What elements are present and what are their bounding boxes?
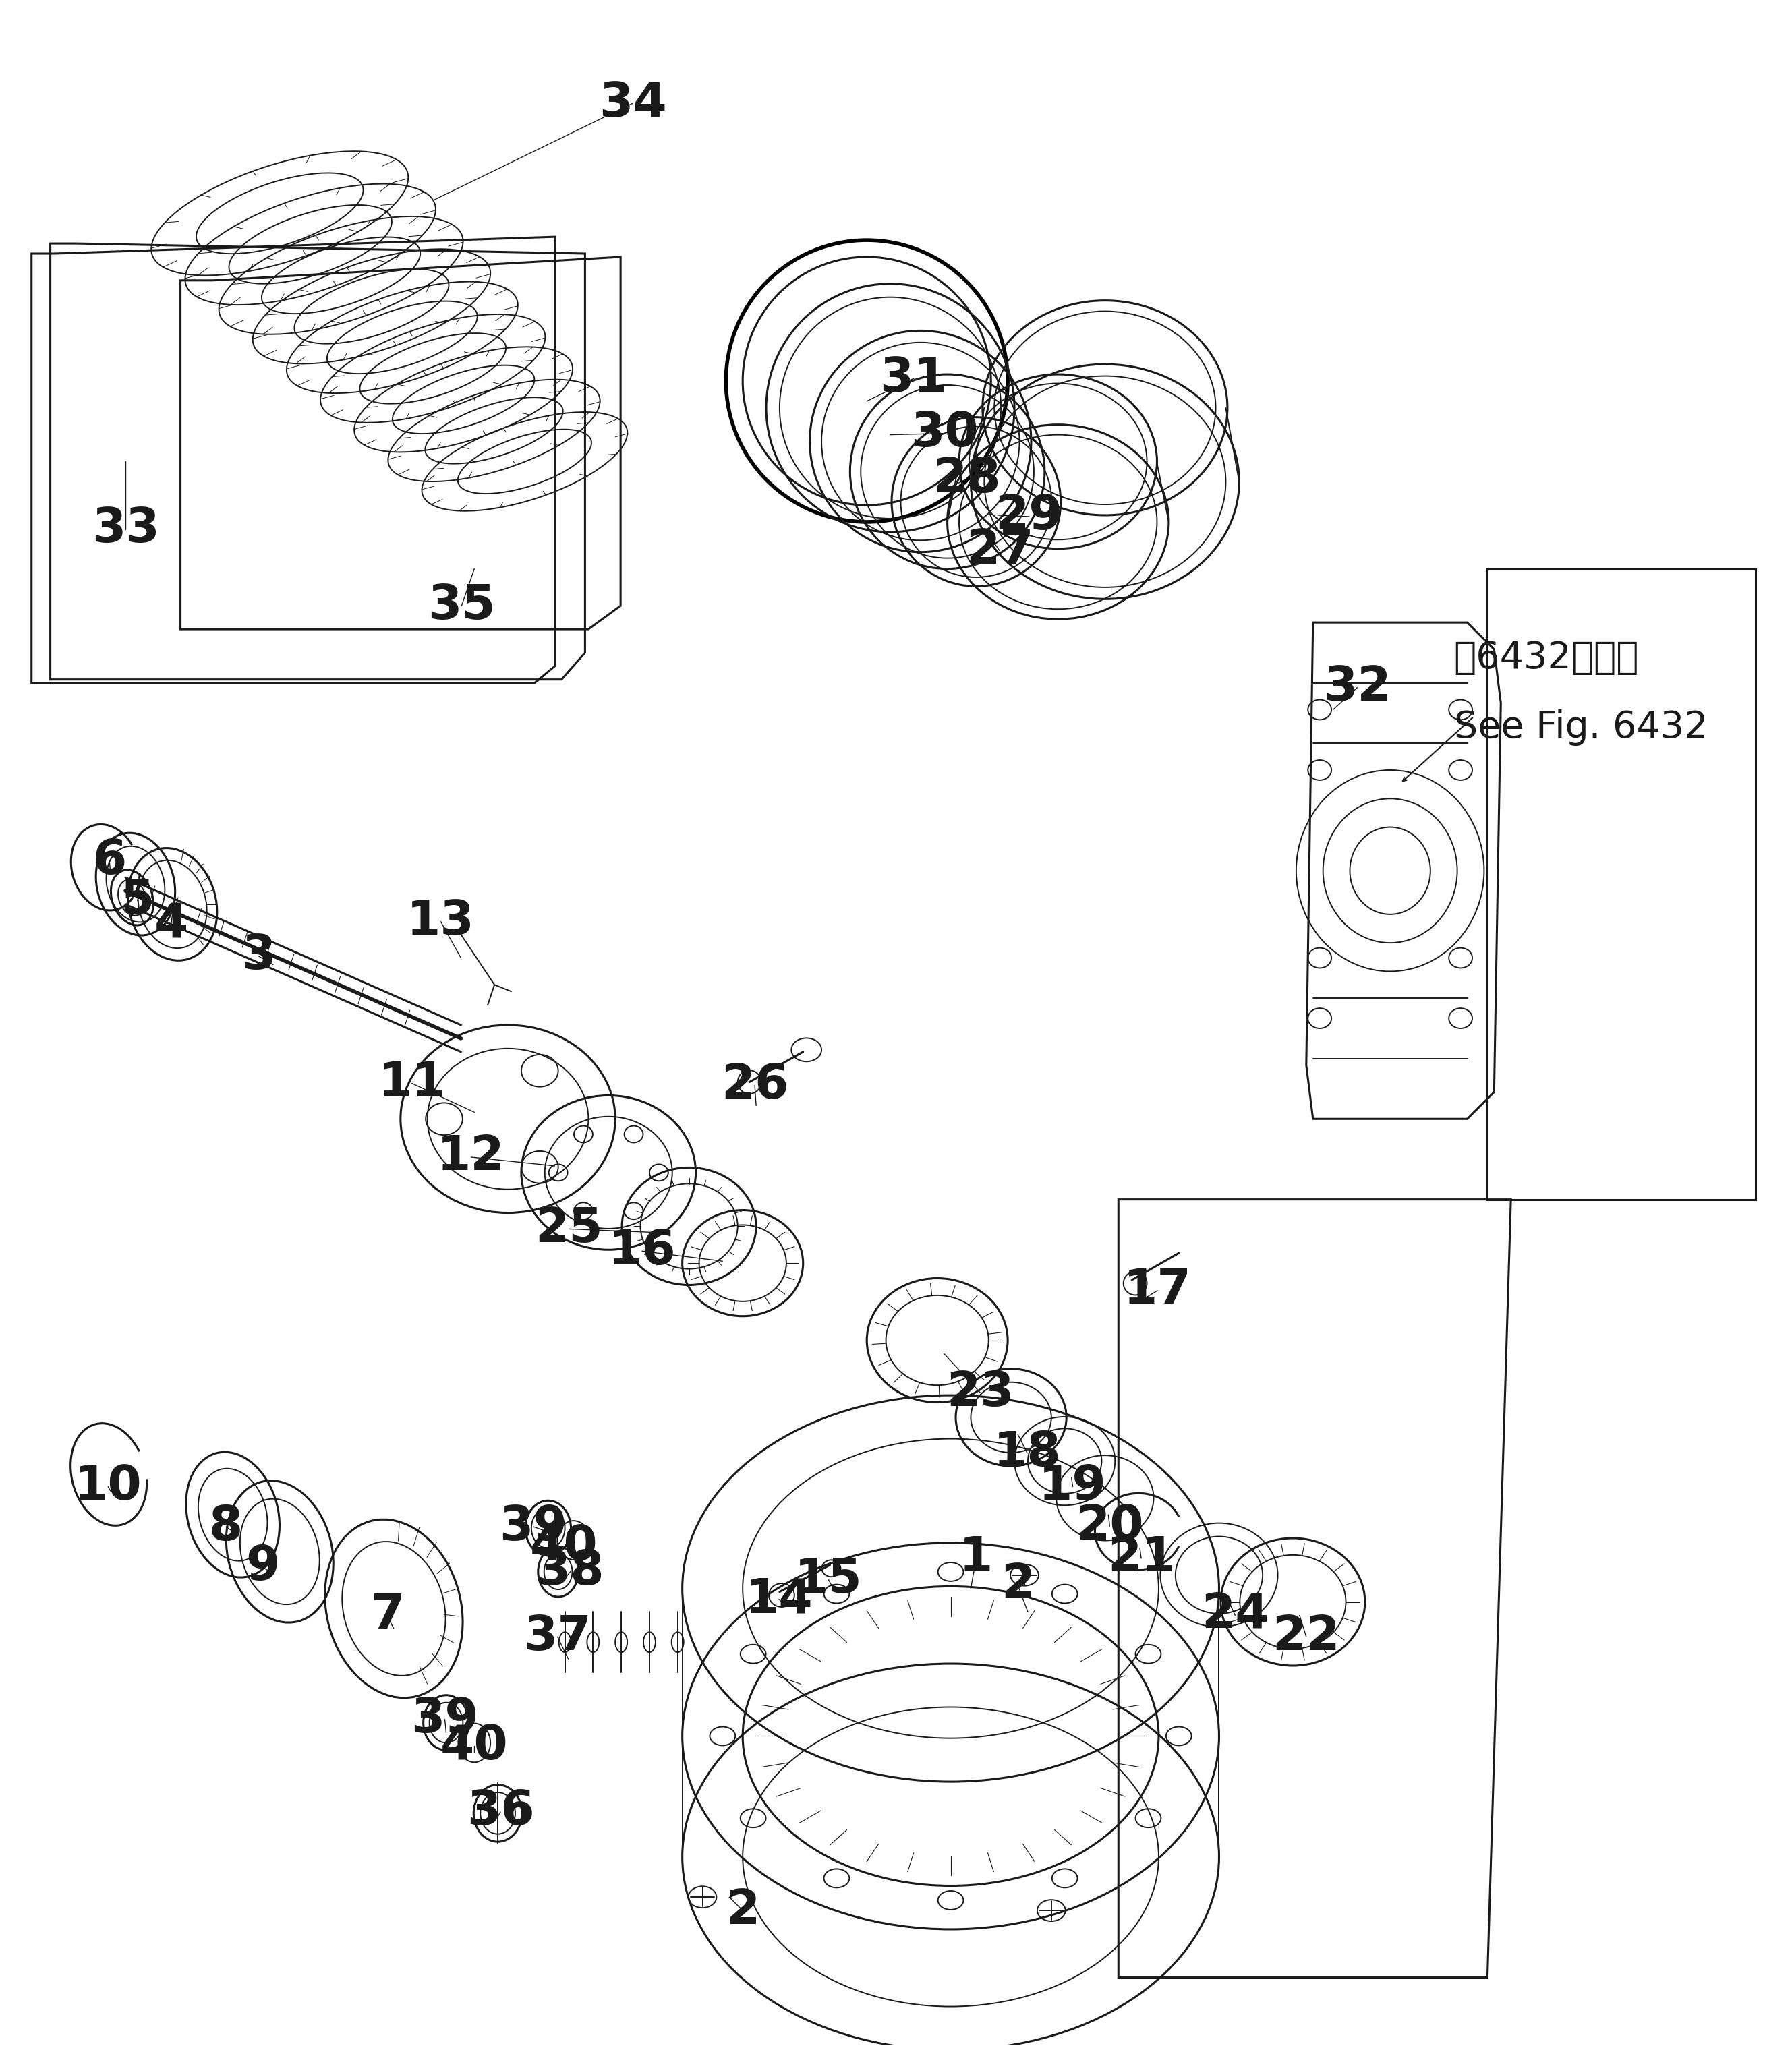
Text: 27: 27 — [966, 527, 1034, 574]
Text: 16: 16 — [607, 1228, 676, 1275]
Text: 22: 22 — [1272, 1613, 1340, 1660]
Text: 18: 18 — [993, 1429, 1061, 1476]
Text: See Fig. 6432: See Fig. 6432 — [1453, 709, 1708, 746]
Text: 39: 39 — [500, 1503, 568, 1550]
Text: 9: 9 — [246, 1544, 280, 1591]
Text: 19: 19 — [1039, 1464, 1107, 1509]
Text: 35: 35 — [428, 582, 496, 629]
Text: 37: 37 — [523, 1613, 591, 1660]
Text: 15: 15 — [794, 1556, 862, 1603]
Text: 40: 40 — [441, 1722, 509, 1769]
Text: 34: 34 — [599, 80, 667, 127]
Text: 23: 23 — [946, 1369, 1014, 1417]
Text: 21: 21 — [1107, 1535, 1176, 1581]
Text: 5: 5 — [120, 877, 154, 925]
Text: 24: 24 — [1201, 1593, 1269, 1638]
Text: 3: 3 — [242, 933, 276, 980]
Text: 38: 38 — [536, 1548, 604, 1595]
Text: 12: 12 — [437, 1134, 505, 1181]
Text: 31: 31 — [880, 355, 948, 402]
Text: 13: 13 — [407, 898, 475, 945]
Text: 36: 36 — [466, 1788, 534, 1835]
Text: 33: 33 — [91, 506, 159, 554]
Text: 28: 28 — [934, 455, 1000, 502]
Text: 7: 7 — [371, 1593, 403, 1638]
Text: 39: 39 — [410, 1695, 478, 1742]
Text: 14: 14 — [745, 1576, 814, 1622]
Text: 17: 17 — [1124, 1267, 1192, 1314]
Text: 1: 1 — [959, 1535, 993, 1581]
Text: 2: 2 — [726, 1888, 760, 1933]
Text: 第6432図参照: 第6432図参照 — [1453, 640, 1640, 676]
Text: 29: 29 — [995, 494, 1063, 539]
Text: 30: 30 — [910, 410, 978, 457]
Text: 4: 4 — [154, 902, 188, 947]
Text: 11: 11 — [378, 1060, 446, 1107]
Text: 32: 32 — [1322, 664, 1391, 711]
Text: 2: 2 — [1000, 1562, 1034, 1609]
Text: 6: 6 — [93, 836, 125, 884]
Text: 26: 26 — [720, 1062, 788, 1109]
Text: 8: 8 — [210, 1503, 244, 1550]
Text: 40: 40 — [530, 1523, 599, 1570]
Text: 20: 20 — [1075, 1503, 1143, 1550]
Text: 25: 25 — [536, 1205, 602, 1253]
Text: 10: 10 — [73, 1464, 142, 1509]
